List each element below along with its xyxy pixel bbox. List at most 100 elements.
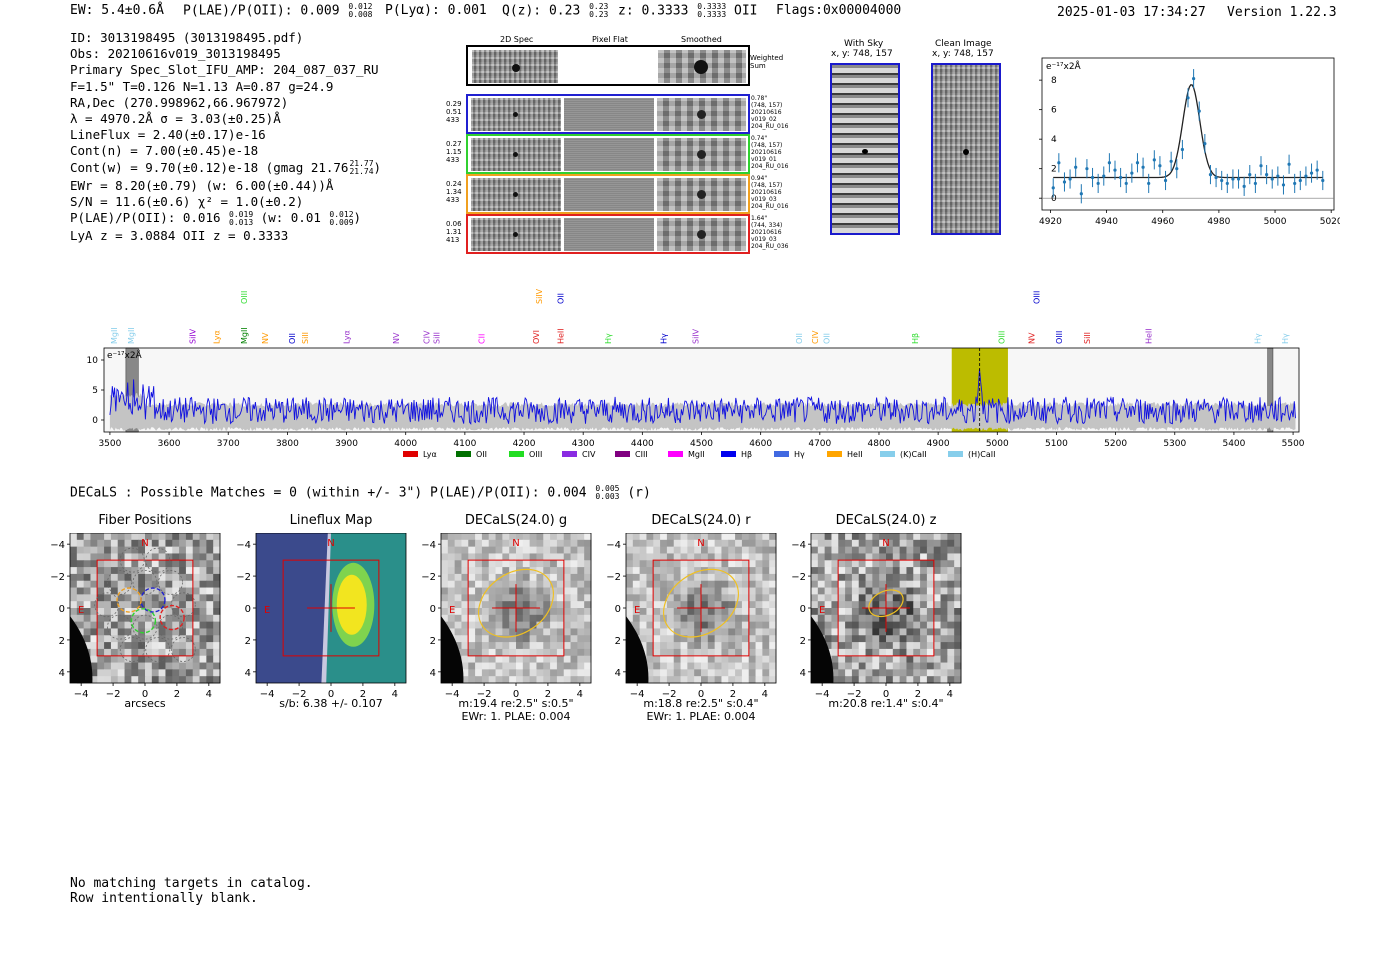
image-pixel: [584, 567, 592, 575]
image-pixel: [213, 539, 221, 548]
image-pixel: [104, 676, 112, 684]
image-pixel: [475, 587, 483, 595]
image-pixel: [550, 669, 558, 677]
image-pixel: [584, 573, 592, 582]
image-pixel: [845, 594, 853, 602]
image-pixel: [556, 587, 565, 595]
image-pixel: [488, 533, 497, 541]
image-pixel: [769, 580, 777, 589]
image-pixel: [502, 662, 510, 670]
image-pixel: [213, 608, 221, 616]
image-pixel: [940, 601, 948, 609]
image-pixel: [516, 580, 524, 589]
image-pixel: [454, 553, 462, 561]
image-pixel: [529, 621, 537, 629]
image-pixel: [626, 573, 634, 582]
image-pixel: [926, 614, 935, 623]
image-pixel: [76, 560, 85, 568]
image-pixel: [516, 621, 524, 629]
image-pixel: [488, 662, 497, 670]
image-pixel: [892, 662, 901, 670]
image-pixel: [845, 573, 853, 582]
image-pixel: [913, 676, 921, 684]
image-pixel: [185, 628, 194, 636]
image-pixel: [158, 539, 166, 548]
image-pixel: [872, 560, 880, 568]
image-pixel: [158, 628, 166, 636]
east-label: E: [819, 605, 825, 616]
footer-line-1: No matching targets in catalog.: [70, 876, 313, 891]
image-pixel: [954, 539, 962, 548]
data-point: [1096, 181, 1100, 186]
image-pixel: [899, 553, 907, 561]
image-pixel: [838, 553, 846, 561]
image-pixel: [906, 614, 914, 623]
image-pixel: [563, 642, 572, 650]
image-pixel: [865, 648, 873, 657]
weighted-smooth-image: [658, 50, 746, 83]
image-pixel: [179, 567, 187, 575]
image-pixel: [213, 621, 221, 629]
decals-panel-caption: m:19.4 re:2.5" s:0.5" EWr: 1. PLAE: 0.004: [441, 697, 591, 723]
image-pixel: [865, 628, 873, 636]
image-pixel: [906, 533, 914, 541]
image-pixel: [639, 621, 647, 629]
image-pixel: [172, 587, 180, 595]
emission-line-label: MgII: [127, 327, 136, 344]
image-pixel: [741, 560, 750, 568]
emission-line-label: Hβ: [911, 333, 920, 344]
image-pixel: [755, 628, 763, 636]
image-pixel: [83, 642, 91, 650]
image-pixel: [556, 546, 565, 554]
image-pixel: [653, 567, 661, 575]
image-pixel: [838, 655, 846, 664]
image-pixel: [131, 573, 139, 582]
decals-panel-caption: arcsecs: [70, 697, 220, 710]
image-pixel: [769, 573, 777, 582]
image-pixel: [124, 546, 132, 554]
image-pixel: [556, 669, 565, 677]
fiber-footprint: [170, 637, 196, 662]
image-pixel: [892, 594, 901, 602]
image-pixel: [673, 539, 682, 548]
image-pixel: [940, 553, 948, 561]
image-pixel: [639, 614, 647, 623]
image-pixel: [577, 560, 585, 568]
image-pixel: [192, 533, 201, 541]
image-pixel: [179, 648, 187, 657]
image-pixel: [110, 573, 119, 582]
image-pixel: [536, 669, 544, 677]
image-pixel: [811, 567, 819, 575]
image-pixel: [838, 546, 846, 554]
image-pixel: [468, 621, 476, 629]
image-pixel: [516, 533, 524, 541]
image-pixel: [906, 573, 914, 582]
image-pixel: [920, 628, 928, 636]
image-pixel: [117, 594, 126, 602]
image-pixel: [714, 573, 722, 582]
image-pixel: [926, 567, 935, 575]
image-pixel: [475, 621, 483, 629]
image-pixel: [886, 621, 894, 629]
image-pixel: [131, 587, 139, 595]
image-pixel: [577, 662, 585, 670]
col-title-2dspec: 2D Spec: [500, 35, 534, 44]
x-tick-label: 3900: [335, 439, 358, 449]
image-pixel: [714, 608, 722, 616]
image-pixel: [213, 662, 221, 670]
image-pixel: [646, 601, 654, 609]
image-pixel: [748, 635, 757, 643]
image-pixel: [502, 648, 510, 657]
weighted-sum-label: Weighted Sum: [750, 54, 784, 70]
image-pixel: [529, 594, 537, 602]
y-tick-label: −2: [50, 572, 65, 583]
image-pixel: [913, 669, 921, 677]
image-pixel: [673, 655, 682, 664]
image-pixel: [70, 567, 78, 575]
image-pixel: [714, 580, 722, 589]
image-pixel: [687, 594, 695, 602]
header-qz-value: Q(z): 0.23: [502, 3, 581, 19]
image-pixel: [117, 601, 126, 609]
image-pixel: [680, 648, 688, 657]
clean-image-xy: x, y: 748, 157: [932, 49, 994, 59]
